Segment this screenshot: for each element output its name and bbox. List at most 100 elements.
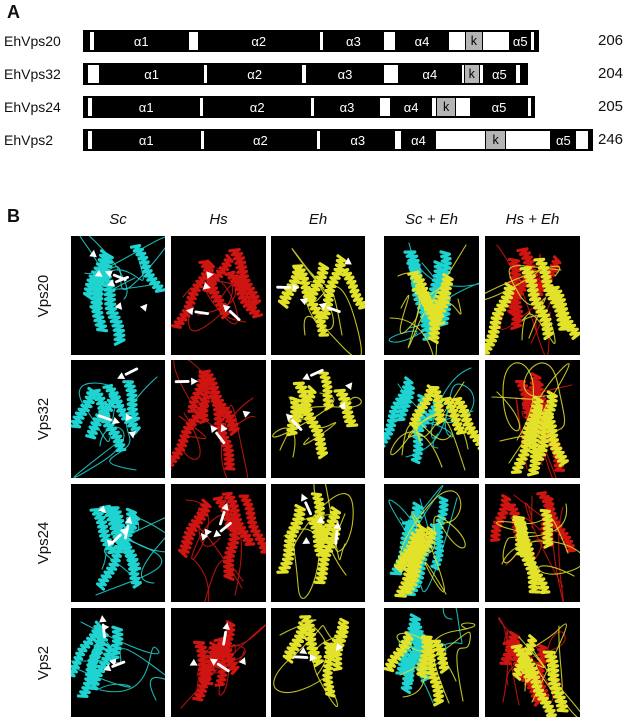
ribbon-path	[440, 396, 467, 435]
ribbon-path	[502, 503, 567, 564]
ribbon-path	[293, 655, 309, 659]
annotation-arrowhead	[94, 269, 103, 277]
ribbon-path	[428, 272, 454, 330]
ribbon-path	[395, 528, 425, 571]
gap-segment	[204, 65, 208, 83]
annotation-arrowhead	[109, 658, 117, 667]
ribbon-path	[527, 404, 544, 477]
annotation-arrowhead	[221, 502, 229, 511]
gap-segment	[380, 98, 390, 116]
annotation-arrowhead	[318, 302, 327, 311]
ribbon-structure-svg	[273, 615, 350, 707]
ribbon-path	[202, 253, 234, 293]
ribbon-structure-svg	[384, 367, 479, 471]
annotation-arrowhead	[316, 515, 325, 524]
ribbon-path	[228, 247, 262, 309]
annotation-arrowhead	[191, 377, 199, 386]
gap-segment	[456, 98, 470, 116]
gap-segment	[383, 65, 398, 83]
segment-label: α4	[414, 33, 430, 49]
ribbon-path	[89, 388, 127, 453]
structure-cell-vps24-sceh	[384, 484, 479, 602]
segment-label: α2	[249, 99, 265, 115]
ribbon-path	[539, 508, 554, 549]
annotation-arrowhead	[107, 279, 116, 287]
ribbon-path	[334, 530, 339, 545]
ribbon-path	[208, 394, 236, 471]
gap-segment	[87, 98, 92, 116]
domain-bar: α1 α2 α3 α4 k α5	[83, 63, 528, 85]
ribbon-path	[116, 510, 165, 553]
ribbon-path	[84, 236, 165, 290]
ribbon-path	[277, 266, 304, 309]
k-linker-segment: k	[485, 131, 507, 149]
structure-cell-vps32-sceh	[384, 360, 479, 478]
structure-cell-vps32-hseh	[485, 360, 580, 478]
ribbon-path	[124, 367, 139, 376]
ribbon-path	[533, 257, 570, 331]
ribbon-path	[508, 265, 562, 339]
annotation-arrowhead	[222, 304, 231, 313]
ribbon-path	[103, 517, 165, 584]
annotation-arrowhead	[301, 493, 308, 502]
spacer-segment	[588, 131, 591, 149]
domain-bar: α1 α2 α3 α4 k α5	[83, 30, 539, 52]
ribbon-path	[317, 254, 347, 320]
structure-cell-vps20-hseh	[485, 236, 580, 355]
gap-segment	[435, 131, 486, 149]
ribbon-path	[221, 491, 256, 547]
segment-label: α2	[253, 132, 268, 148]
ribbon-path	[222, 523, 241, 581]
structure-cell-vps20-sceh	[384, 236, 479, 355]
helix-segment: α1	[93, 32, 189, 50]
ribbon-path	[105, 648, 165, 701]
ribbon-path	[171, 259, 215, 329]
ribbon-path	[485, 282, 516, 355]
segment-label: k	[492, 133, 499, 147]
annotation-arrowhead	[114, 302, 123, 310]
segment-label: α5	[491, 99, 507, 115]
segment-label: α2	[251, 33, 267, 49]
gap-segment	[384, 32, 395, 50]
ribbon-path	[519, 266, 555, 341]
ribbon-path	[115, 275, 129, 284]
structure-cell-vps20-hs	[171, 236, 266, 355]
ribbon-path	[102, 383, 141, 435]
ribbon-path	[292, 381, 329, 460]
ribbon-structure-svg	[71, 367, 158, 478]
segment-label: α1	[138, 99, 154, 115]
ribbon-path	[282, 621, 309, 664]
ribbon-path	[288, 493, 354, 561]
ribbon-path	[97, 414, 112, 422]
structure-cell-vps2-hs	[171, 608, 266, 717]
gap-segment	[317, 131, 321, 149]
ribbon-path	[71, 620, 103, 678]
segment-label: α5	[512, 33, 528, 49]
gap-segment	[200, 98, 204, 116]
segment-label: k	[470, 34, 477, 48]
ribbon-path	[89, 251, 114, 313]
ribbon-structure-svg	[79, 236, 165, 346]
panel-a-label: A	[7, 2, 20, 22]
segment-label: α3	[346, 33, 361, 49]
row-label-vps2: Vps2	[35, 645, 52, 680]
ribbon-path	[338, 268, 365, 310]
segment-label: α3	[337, 66, 353, 82]
helix-segment: α4	[394, 32, 450, 50]
ribbon-path	[402, 622, 476, 698]
domain-row-ehvps20: EhVps20 α1 α2 α3 α4 k α5 206	[0, 30, 636, 52]
structure-cell-vps32-eh	[271, 360, 365, 478]
helix-segment: α5	[469, 98, 529, 116]
ribbon-path	[408, 384, 436, 430]
annotation-arrowhead	[302, 537, 311, 545]
residue-count: 206	[598, 32, 624, 49]
ribbon-path	[420, 608, 463, 659]
ribbon-path	[89, 507, 120, 555]
column-header-sc: Sc	[109, 211, 127, 228]
annotation-arrowhead	[210, 425, 218, 433]
ribbon-path	[291, 419, 303, 431]
annotation-arrowhead	[106, 539, 115, 547]
ribbon-path	[122, 380, 141, 424]
gap-segment	[395, 131, 402, 149]
